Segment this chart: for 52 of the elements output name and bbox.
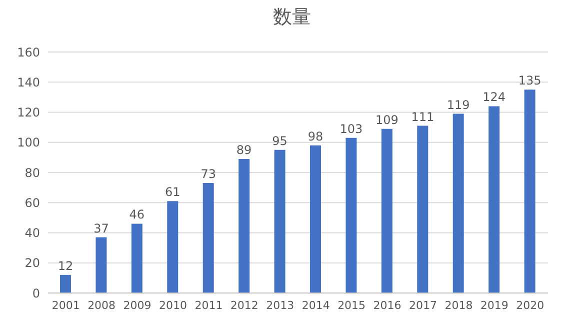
data-label: 124	[482, 90, 506, 104]
bar	[310, 145, 321, 293]
y-tick-label: 60	[24, 196, 40, 210]
bar	[346, 138, 357, 293]
data-label: 12	[58, 258, 74, 273]
data-label: 98	[308, 129, 324, 144]
y-tick-label: 160	[17, 45, 40, 60]
x-tick-label: 2012	[230, 298, 258, 312]
chart-title: 数量	[272, 5, 312, 30]
y-tick-label: 100	[17, 136, 40, 150]
data-label: 46	[129, 208, 145, 222]
x-tick-label: 2014	[302, 298, 330, 312]
bar	[417, 126, 428, 293]
x-tick-label: 2019	[480, 298, 508, 312]
x-tick-label: 2015	[338, 298, 366, 312]
data-label: 103	[340, 122, 363, 136]
data-label: 73	[200, 167, 216, 182]
bar	[96, 237, 107, 293]
bar	[131, 224, 142, 293]
x-tick-label: 2008	[88, 298, 116, 312]
x-tick-label: 2009	[123, 298, 152, 312]
x-tick-label: 2013	[266, 298, 294, 312]
bar	[202, 183, 214, 293]
x-tick-label: 2001	[52, 298, 80, 312]
data-label: 119	[446, 98, 470, 112]
bar	[60, 274, 71, 293]
data-label: 37	[94, 221, 109, 236]
bar	[524, 90, 536, 293]
y-tick-label: 20	[24, 256, 40, 270]
bar	[238, 158, 250, 293]
data-label: 95	[272, 134, 288, 148]
x-tick-label: 2016	[373, 298, 402, 312]
x-tick-label: 2017	[409, 298, 437, 312]
x-tick-label: 2018	[444, 298, 473, 312]
data-label: 111	[411, 110, 434, 124]
y-tick-label: 120	[17, 106, 40, 120]
y-tick-label: 0	[32, 286, 40, 300]
bar	[381, 128, 392, 293]
data-label: 61	[165, 185, 180, 200]
bar	[452, 114, 464, 293]
x-tick-label: 2010	[159, 298, 187, 312]
data-label: 135	[518, 74, 542, 88]
bar	[488, 106, 500, 293]
data-label: 109	[375, 112, 398, 127]
x-tick-label: 2011	[194, 298, 223, 312]
bar	[274, 150, 286, 293]
data-label: 89	[236, 142, 252, 157]
y-tick-label: 40	[24, 226, 40, 240]
bar	[167, 201, 178, 293]
x-tick-label: 2020	[516, 298, 544, 312]
y-tick-label: 140	[17, 75, 40, 90]
y-tick-label: 80	[24, 166, 40, 180]
